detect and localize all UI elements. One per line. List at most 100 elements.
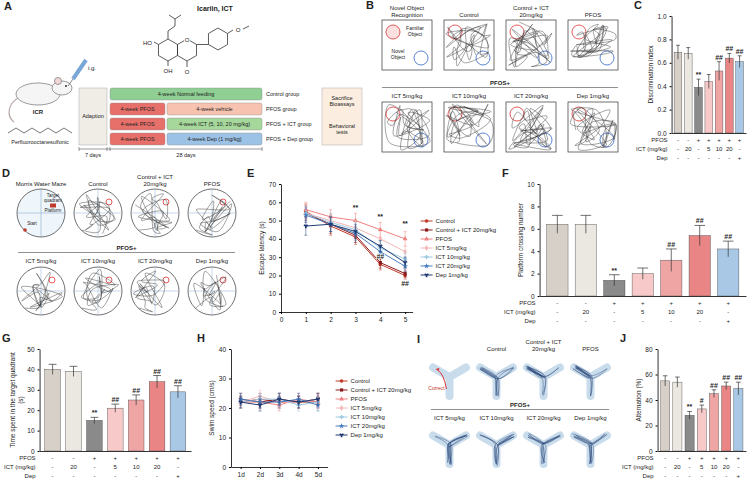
x-tick: 5 xyxy=(404,312,408,323)
y-tick-mark xyxy=(279,294,281,295)
y-tick: 0.2 xyxy=(658,106,672,113)
error-cap xyxy=(239,408,242,409)
trajectory xyxy=(194,271,226,310)
significance: ## xyxy=(174,378,182,385)
atom-patch xyxy=(184,36,190,42)
design-row-label: ICT (mg/kg) xyxy=(4,464,36,470)
legend-marker xyxy=(424,273,429,277)
error-line xyxy=(136,395,137,405)
legend-label: ICT 20mg/kg xyxy=(436,263,470,269)
schema-label: Correct xyxy=(428,385,445,391)
maze-arm xyxy=(446,377,454,396)
marker xyxy=(403,261,408,265)
x-tick: 4 xyxy=(379,312,383,323)
y-axis: 010203040506070 xyxy=(269,181,282,316)
y-tick-label: 40 xyxy=(269,235,277,242)
y-tick: 30 xyxy=(27,386,39,393)
error-bar xyxy=(663,376,668,386)
design-cell: - xyxy=(664,464,666,470)
design-cell: + xyxy=(738,137,742,143)
step-label: 4-week vehicle xyxy=(196,106,232,112)
marker xyxy=(316,397,321,401)
marks xyxy=(547,215,739,296)
y-tick-label: 70 xyxy=(269,181,277,188)
design-cell: 20 xyxy=(685,146,692,152)
error-cap xyxy=(304,207,307,208)
error-cap xyxy=(316,410,319,411)
error-cap xyxy=(297,410,300,411)
eye xyxy=(65,85,67,87)
design-cell: - xyxy=(613,318,615,324)
error-cap xyxy=(278,410,281,411)
error-line xyxy=(671,249,672,271)
design-cell: - xyxy=(664,473,666,479)
group-label: Control xyxy=(487,346,506,352)
error-bar xyxy=(676,45,680,59)
trajectory xyxy=(528,434,561,464)
error-bar xyxy=(675,377,680,387)
chart-panel: JPFOSICT (mg/kg)Dep020406080**#######--+… xyxy=(620,332,747,479)
error-line xyxy=(726,382,727,390)
chart-panel: EControlControl + ICT 20mg/kgPFOSICT 5mg… xyxy=(247,167,496,323)
design-cell: - xyxy=(677,146,679,152)
bar xyxy=(685,415,694,451)
design-cell: + xyxy=(176,473,180,479)
y-tick: 2 xyxy=(531,270,540,277)
familiar-object xyxy=(386,25,400,39)
x-tick-label: 3 xyxy=(354,316,358,323)
design-cell: + xyxy=(700,455,704,461)
syringe xyxy=(73,60,86,79)
step-box xyxy=(167,118,262,130)
x-tick-label: 0 xyxy=(280,316,284,323)
y-tick: 10 xyxy=(269,290,281,297)
quadrant-line xyxy=(41,267,42,315)
panel-i: ICorrectControlControl + ICT20mg/kgPFOSP… xyxy=(417,333,609,466)
step-label: 4-week ICT (5, 10, 20 mg/kg) xyxy=(179,121,250,127)
y-tick-label: 10 xyxy=(219,434,227,441)
error-bar xyxy=(174,386,182,398)
legend-label: ICT 10mg/kg xyxy=(436,254,470,260)
pool xyxy=(74,189,122,237)
marker xyxy=(258,403,263,407)
significance: ## xyxy=(667,241,675,248)
error-line xyxy=(177,386,178,398)
legend-marker xyxy=(339,423,345,428)
y-tick-mark xyxy=(670,110,672,111)
error-cap xyxy=(404,231,407,232)
design-cell: + xyxy=(738,155,742,161)
error-cap xyxy=(686,47,690,48)
design-cell: - xyxy=(687,155,689,161)
trajectory xyxy=(573,366,607,397)
step-box xyxy=(110,103,165,115)
error-line xyxy=(52,364,53,374)
error-cap xyxy=(329,213,332,214)
error-bar xyxy=(727,53,731,62)
error-cap xyxy=(111,404,119,405)
y-tick-label: 30 xyxy=(269,254,277,261)
design-row-label: ICT (mg/kg) xyxy=(636,146,668,152)
bond xyxy=(168,31,169,39)
y-tick-mark xyxy=(670,63,672,64)
trajectory xyxy=(385,105,430,150)
error-cap xyxy=(687,411,692,412)
legend-marker xyxy=(424,263,430,268)
design-row-label: Dep xyxy=(525,318,537,324)
y-axis-title: Escape latency (s) xyxy=(258,221,266,274)
x-tick: 2 xyxy=(329,312,333,323)
quadrant-line xyxy=(41,189,42,237)
design-cell: + xyxy=(114,455,118,461)
group-label: PFOS xyxy=(204,181,220,187)
x-tick: 0 xyxy=(280,312,284,323)
panel-letter: C xyxy=(634,0,642,11)
timeline-tick xyxy=(107,147,108,151)
error-cap xyxy=(727,53,731,54)
design-cell: + xyxy=(155,455,159,461)
error-bar xyxy=(153,376,161,388)
design-cell: - xyxy=(728,155,730,161)
y-tick-mark xyxy=(229,408,231,409)
y-tick: 6 xyxy=(531,225,540,232)
x-tick-label: 4d xyxy=(295,471,303,478)
x-tick-mark xyxy=(279,467,280,469)
y-tick-mark xyxy=(670,16,672,17)
legend-label: ICT 5mg/kg xyxy=(436,245,467,251)
